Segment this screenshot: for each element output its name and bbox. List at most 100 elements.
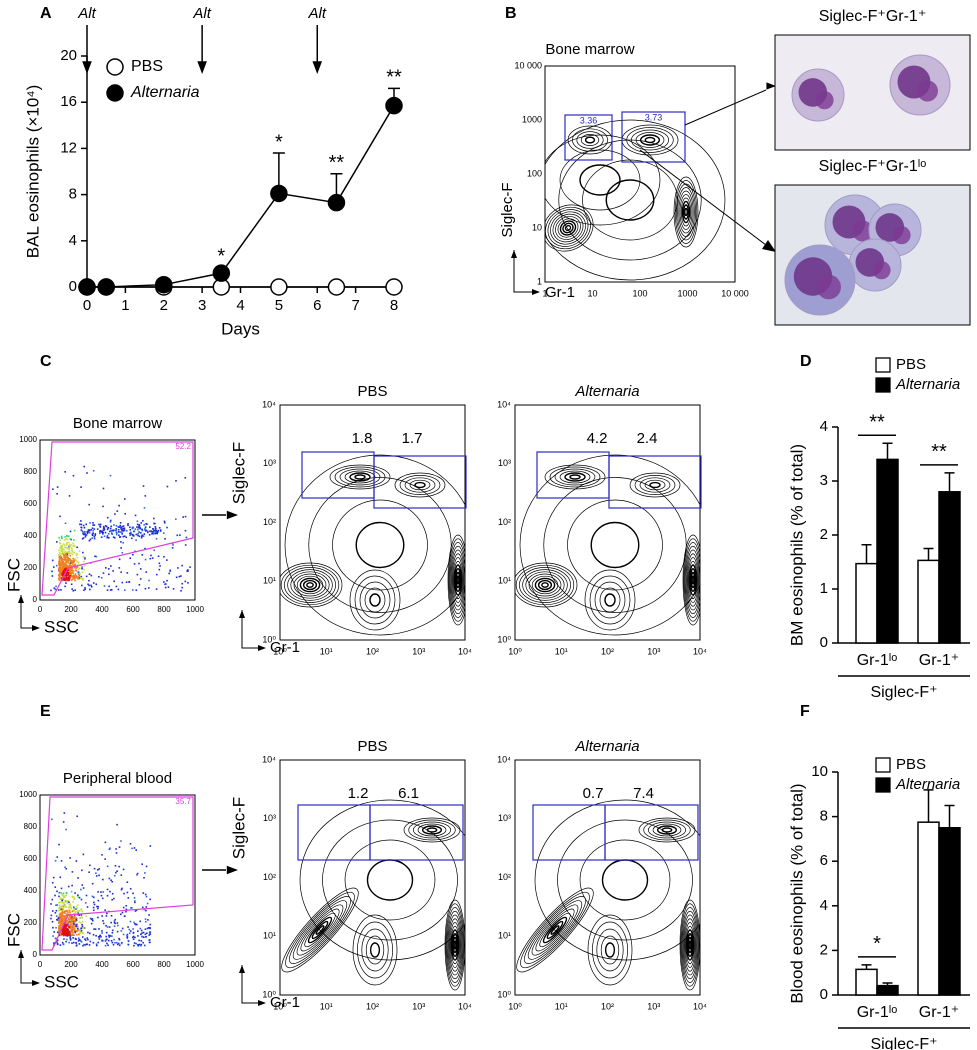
event-dot xyxy=(97,899,100,902)
event-dot xyxy=(92,582,95,584)
event-dot xyxy=(68,918,71,921)
event-dot xyxy=(82,932,85,934)
contour xyxy=(647,821,687,839)
contour xyxy=(592,921,628,979)
event-dot xyxy=(62,553,64,555)
event-dot xyxy=(149,941,151,944)
event-dot xyxy=(64,866,66,868)
contour xyxy=(399,475,441,495)
event-dot xyxy=(58,907,60,909)
event-dot xyxy=(159,529,162,531)
bar xyxy=(876,984,899,996)
event-dot xyxy=(133,530,136,533)
event-dot xyxy=(60,563,62,566)
event-dot xyxy=(62,922,64,924)
event-dot xyxy=(71,916,73,918)
event-dot xyxy=(118,846,121,848)
contour xyxy=(683,538,700,622)
event-dot xyxy=(121,531,123,534)
event-dot xyxy=(116,870,118,872)
event-dot xyxy=(72,895,75,898)
event-dot xyxy=(111,892,114,895)
event-dot xyxy=(68,545,70,548)
event-dot xyxy=(66,578,69,581)
event-dot xyxy=(105,567,107,569)
event-dot xyxy=(133,847,136,849)
arrow-head xyxy=(312,61,323,74)
event-dot xyxy=(76,927,79,930)
event-dot xyxy=(78,939,80,941)
event-dot xyxy=(51,559,54,562)
x-tick-label: 600 xyxy=(126,960,140,969)
event-dot xyxy=(120,888,123,891)
event-dot xyxy=(69,575,72,577)
event-dot xyxy=(51,575,54,577)
event-dot xyxy=(75,925,77,928)
event-dot xyxy=(73,910,76,912)
event-dot xyxy=(65,544,68,546)
arrow-head xyxy=(258,1000,266,1006)
event-dot xyxy=(63,556,65,559)
significance: ** xyxy=(931,441,947,463)
event-dot xyxy=(74,589,77,591)
event-dot xyxy=(94,533,97,535)
event-dot xyxy=(86,472,88,474)
event-dot xyxy=(71,920,74,923)
event-dot xyxy=(111,929,114,932)
plot-frame xyxy=(279,759,466,996)
event-dot xyxy=(84,533,86,535)
event-dot xyxy=(52,876,55,879)
event-dot xyxy=(129,930,132,932)
event-dot xyxy=(69,573,72,575)
contour xyxy=(417,823,447,837)
event-dot xyxy=(149,923,152,926)
y-tick-label: 0 xyxy=(33,595,38,604)
contour xyxy=(329,464,391,490)
x-tick-label: 10⁰ xyxy=(508,646,522,656)
event-dot xyxy=(60,930,62,933)
y-tick-label: 10³ xyxy=(263,458,276,468)
event-dot xyxy=(122,529,124,532)
contour xyxy=(545,204,594,252)
event-dot xyxy=(65,582,67,584)
event-dot xyxy=(58,568,61,570)
event-dot xyxy=(72,926,74,929)
event-dot xyxy=(59,901,62,904)
event-dot xyxy=(134,910,137,912)
event-dot xyxy=(81,537,84,540)
contour xyxy=(601,859,649,901)
legend-swatch xyxy=(875,777,891,793)
event-dot xyxy=(65,906,67,908)
event-dot xyxy=(65,576,68,578)
event-dot xyxy=(60,901,63,904)
contours xyxy=(515,454,700,636)
event-dot xyxy=(62,892,65,895)
event-dot xyxy=(72,553,74,556)
event-dot xyxy=(92,919,94,922)
contour xyxy=(364,587,386,613)
event-dot xyxy=(69,927,72,930)
event-dot xyxy=(72,920,74,922)
event-dot xyxy=(123,498,126,500)
event-dot xyxy=(61,899,64,902)
panel-label: F xyxy=(800,703,810,720)
contour xyxy=(308,477,452,613)
event-dot xyxy=(126,936,129,938)
event-dot xyxy=(81,936,84,938)
x-tick-label: 10 xyxy=(587,288,597,298)
event-dot xyxy=(70,923,72,926)
point xyxy=(385,278,403,296)
arrow-head xyxy=(766,82,776,90)
event-dot xyxy=(58,913,61,916)
event-dot xyxy=(144,918,147,920)
x-tick-label: 10² xyxy=(366,646,379,656)
event-dot xyxy=(54,886,57,888)
event-dot xyxy=(106,535,109,537)
contour xyxy=(673,176,699,248)
event-dot xyxy=(132,526,135,529)
event-dot xyxy=(97,905,99,908)
event-dot xyxy=(117,531,120,533)
contour xyxy=(549,466,601,488)
event-dot xyxy=(50,917,52,920)
event-dot xyxy=(66,556,69,558)
